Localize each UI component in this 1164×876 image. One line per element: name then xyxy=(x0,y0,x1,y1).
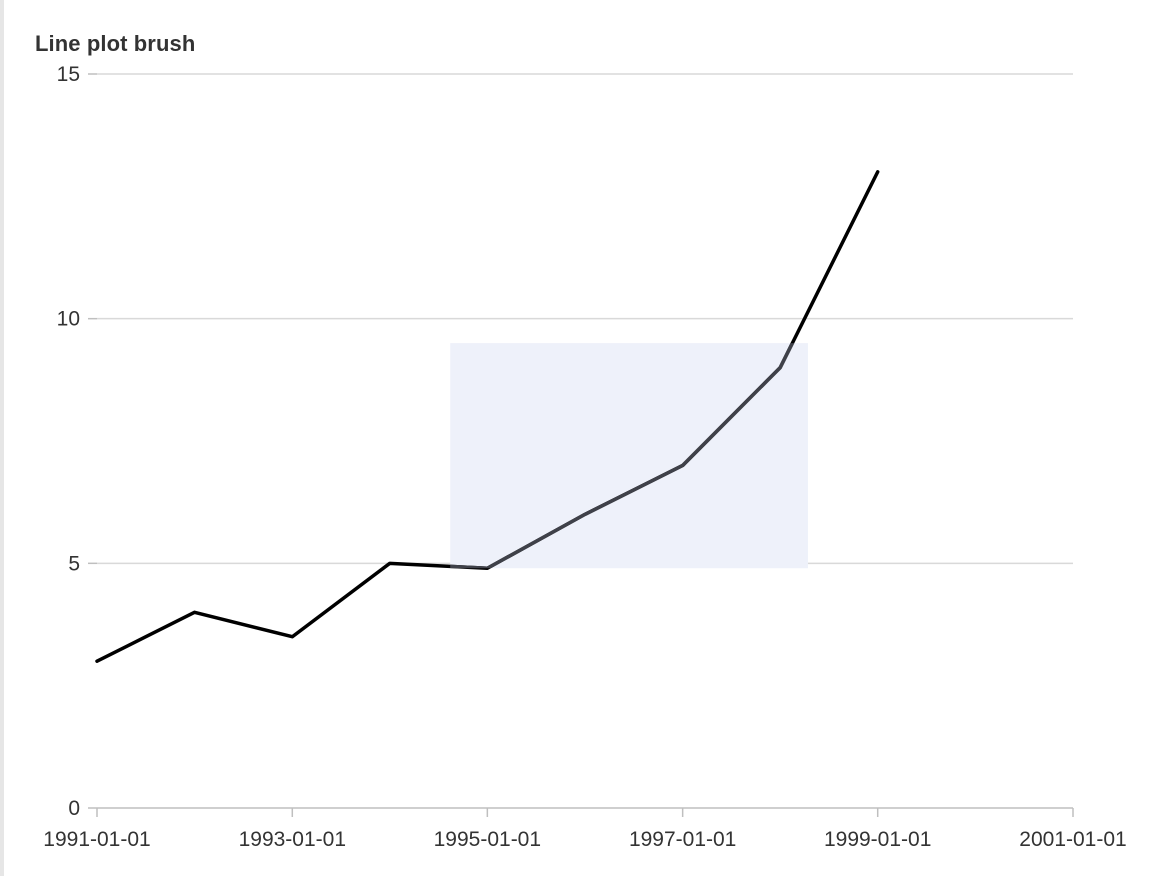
y-axis: 0 5 10 15 xyxy=(57,63,97,820)
brush-selection[interactable] xyxy=(450,343,808,569)
x-tick-label: 1997-01-01 xyxy=(629,828,736,851)
x-tick-label: 2001-01-01 xyxy=(1019,828,1126,851)
x-tick-label: 1993-01-01 xyxy=(239,828,346,851)
y-tick-label: 0 xyxy=(68,797,80,820)
y-tick-label: 15 xyxy=(57,63,80,86)
x-tick-label: 1999-01-01 xyxy=(824,828,931,851)
x-tick-label: 1991-01-01 xyxy=(43,828,150,851)
x-axis: 1991-01-01 1993-01-01 1995-01-01 1997-01-01… xyxy=(43,807,1127,851)
series-line-brushed xyxy=(450,343,795,569)
y-tick-label: 5 xyxy=(68,552,80,575)
y-tick-label: 10 xyxy=(57,308,80,331)
chart-title: Line plot brush xyxy=(35,31,196,56)
x-tick-label: 1995-01-01 xyxy=(434,828,541,851)
window-edge xyxy=(0,0,4,876)
